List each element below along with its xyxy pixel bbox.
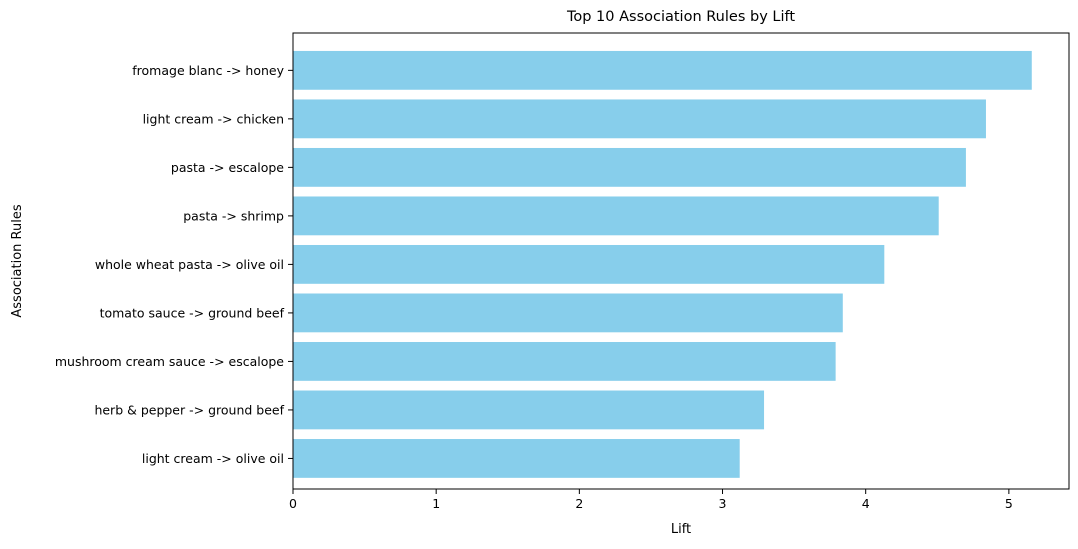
x-tick-label: 4 [862, 496, 870, 511]
y-tick-label: pasta -> escalope [171, 160, 284, 175]
bar [293, 99, 986, 139]
x-tick-label: 5 [1005, 496, 1013, 511]
bar [293, 439, 740, 478]
x-tick-label: 3 [719, 496, 727, 511]
bar [293, 342, 836, 381]
bar [293, 196, 939, 236]
y-tick-label: light cream -> chicken [143, 111, 284, 126]
x-tick-label: 0 [289, 496, 297, 511]
x-tick-label: 1 [432, 496, 440, 511]
y-tick-label: fromage blanc -> honey [132, 63, 284, 78]
y-tick-label: whole wheat pasta -> olive oil [95, 257, 284, 272]
bar [293, 50, 1032, 90]
x-tick-label: 2 [575, 496, 583, 511]
y-axis-label: Association Rules [10, 204, 25, 317]
y-tick-label: pasta -> shrimp [183, 208, 284, 223]
bar [293, 390, 765, 430]
axes-layer: fromage blanc -> honey light cream -> chi… [55, 32, 1070, 511]
bars-layer [293, 50, 1032, 478]
bar [293, 293, 843, 333]
plot-frame [292, 32, 1070, 490]
y-tick-label: herb & pepper -> ground beef [94, 402, 284, 417]
y-tick-label: mushroom cream sauce -> escalope [55, 354, 284, 369]
chart-title: Top 10 Association Rules by Lift [566, 9, 795, 25]
x-axis-label: Lift [671, 522, 691, 537]
y-tick-label: tomato sauce -> ground beef [100, 305, 285, 320]
bar [293, 244, 885, 284]
bar [293, 147, 966, 187]
y-tick-label: light cream -> olive oil [142, 451, 284, 466]
